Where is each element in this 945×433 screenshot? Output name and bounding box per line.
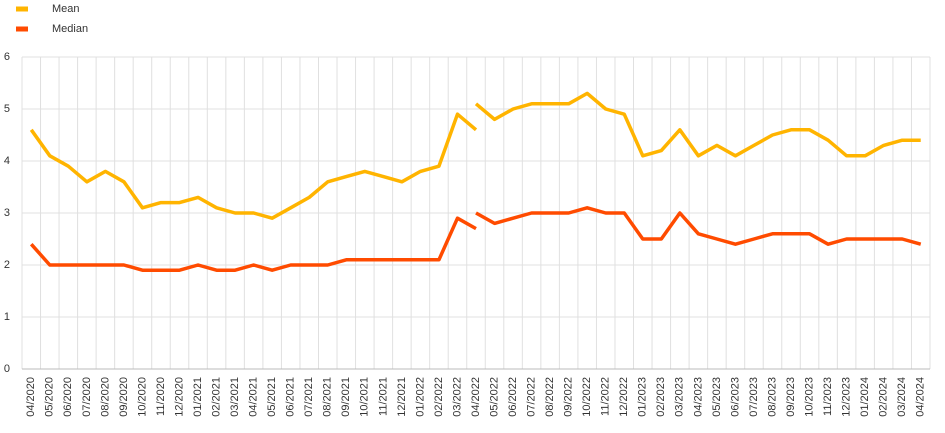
x-tick-label: 04/2024: [915, 377, 927, 417]
x-tick-label: 09/2020: [118, 377, 130, 417]
x-tick-label: 03/2024: [896, 377, 908, 417]
y-tick-label: 6: [4, 51, 10, 63]
x-tick-label: 06/2021: [285, 377, 297, 417]
x-tick-label: 05/2023: [711, 377, 723, 417]
x-tick-label: 07/2022: [525, 377, 537, 417]
x-tick-label: 06/2023: [729, 377, 741, 417]
series-line: [474, 91, 921, 158]
x-tick-label: 10/2023: [803, 377, 815, 417]
x-tick-label: 02/2023: [655, 377, 667, 417]
x-tick-label: 08/2021: [322, 377, 334, 417]
x-tick-label: 04/2023: [692, 377, 704, 417]
x-tick-label: 07/2023: [748, 377, 760, 417]
y-tick-label: 0: [4, 363, 10, 375]
x-tick-label: 04/2021: [248, 377, 260, 417]
x-tick-label: 12/2021: [396, 377, 408, 417]
y-tick-label: 3: [4, 207, 10, 219]
x-tick-label: 04/2020: [25, 377, 37, 417]
x-tick-label: 05/2021: [266, 377, 278, 417]
x-tick-label: 09/2022: [563, 377, 575, 417]
x-tick-label: 09/2023: [785, 377, 797, 417]
x-tick-label: 11/2022: [600, 377, 612, 416]
x-tick-label: 03/2023: [674, 377, 686, 417]
x-tick-label: 10/2020: [136, 377, 148, 417]
x-tick-label: 12/2023: [841, 377, 853, 417]
x-tick-label: 08/2022: [544, 377, 556, 417]
x-tick-label: 09/2021: [340, 377, 352, 417]
x-tick-label: 11/2023: [822, 377, 834, 416]
x-tick-label: 01/2022: [414, 377, 426, 417]
x-tick-label: 06/2020: [62, 377, 74, 417]
y-tick-label: 2: [4, 259, 10, 271]
x-tick-label: 07/2021: [303, 377, 315, 417]
x-tick-label: 01/2024: [859, 377, 871, 417]
x-tick-label: 12/2022: [618, 377, 630, 417]
x-tick-label: 10/2021: [359, 377, 371, 417]
series-line: [475, 206, 922, 246]
y-tick-label: 4: [4, 155, 10, 167]
series-line: [29, 216, 477, 272]
x-tick-label: 11/2021: [377, 377, 389, 416]
x-tick-label: 02/2024: [878, 377, 890, 417]
x-tick-label: 06/2022: [507, 377, 519, 417]
y-tick-label: 1: [4, 311, 10, 323]
x-tick-label: 05/2022: [488, 377, 500, 417]
x-tick-label: 08/2020: [99, 377, 111, 417]
x-tick-label: 10/2022: [581, 377, 593, 417]
series-line: [29, 112, 478, 220]
x-tick-label: 11/2020: [155, 377, 167, 416]
x-tick-label: 08/2023: [766, 377, 778, 417]
x-tick-label: 02/2022: [433, 377, 445, 417]
x-tick-label: 12/2020: [173, 377, 185, 417]
y-tick-label: 5: [4, 103, 10, 115]
x-tick-label: 03/2021: [229, 377, 241, 417]
x-tick-label: 07/2020: [81, 377, 93, 417]
x-tick-label: 01/2021: [192, 377, 204, 417]
legend-label: Mean: [52, 3, 80, 15]
x-tick-label: 05/2020: [44, 377, 56, 417]
x-tick-label: 03/2022: [451, 377, 463, 417]
x-tick-label: 02/2021: [210, 377, 222, 417]
x-tick-label: 01/2023: [637, 377, 649, 417]
x-tick-label: 04/2022: [470, 377, 482, 417]
legend-label: Median: [52, 23, 88, 35]
